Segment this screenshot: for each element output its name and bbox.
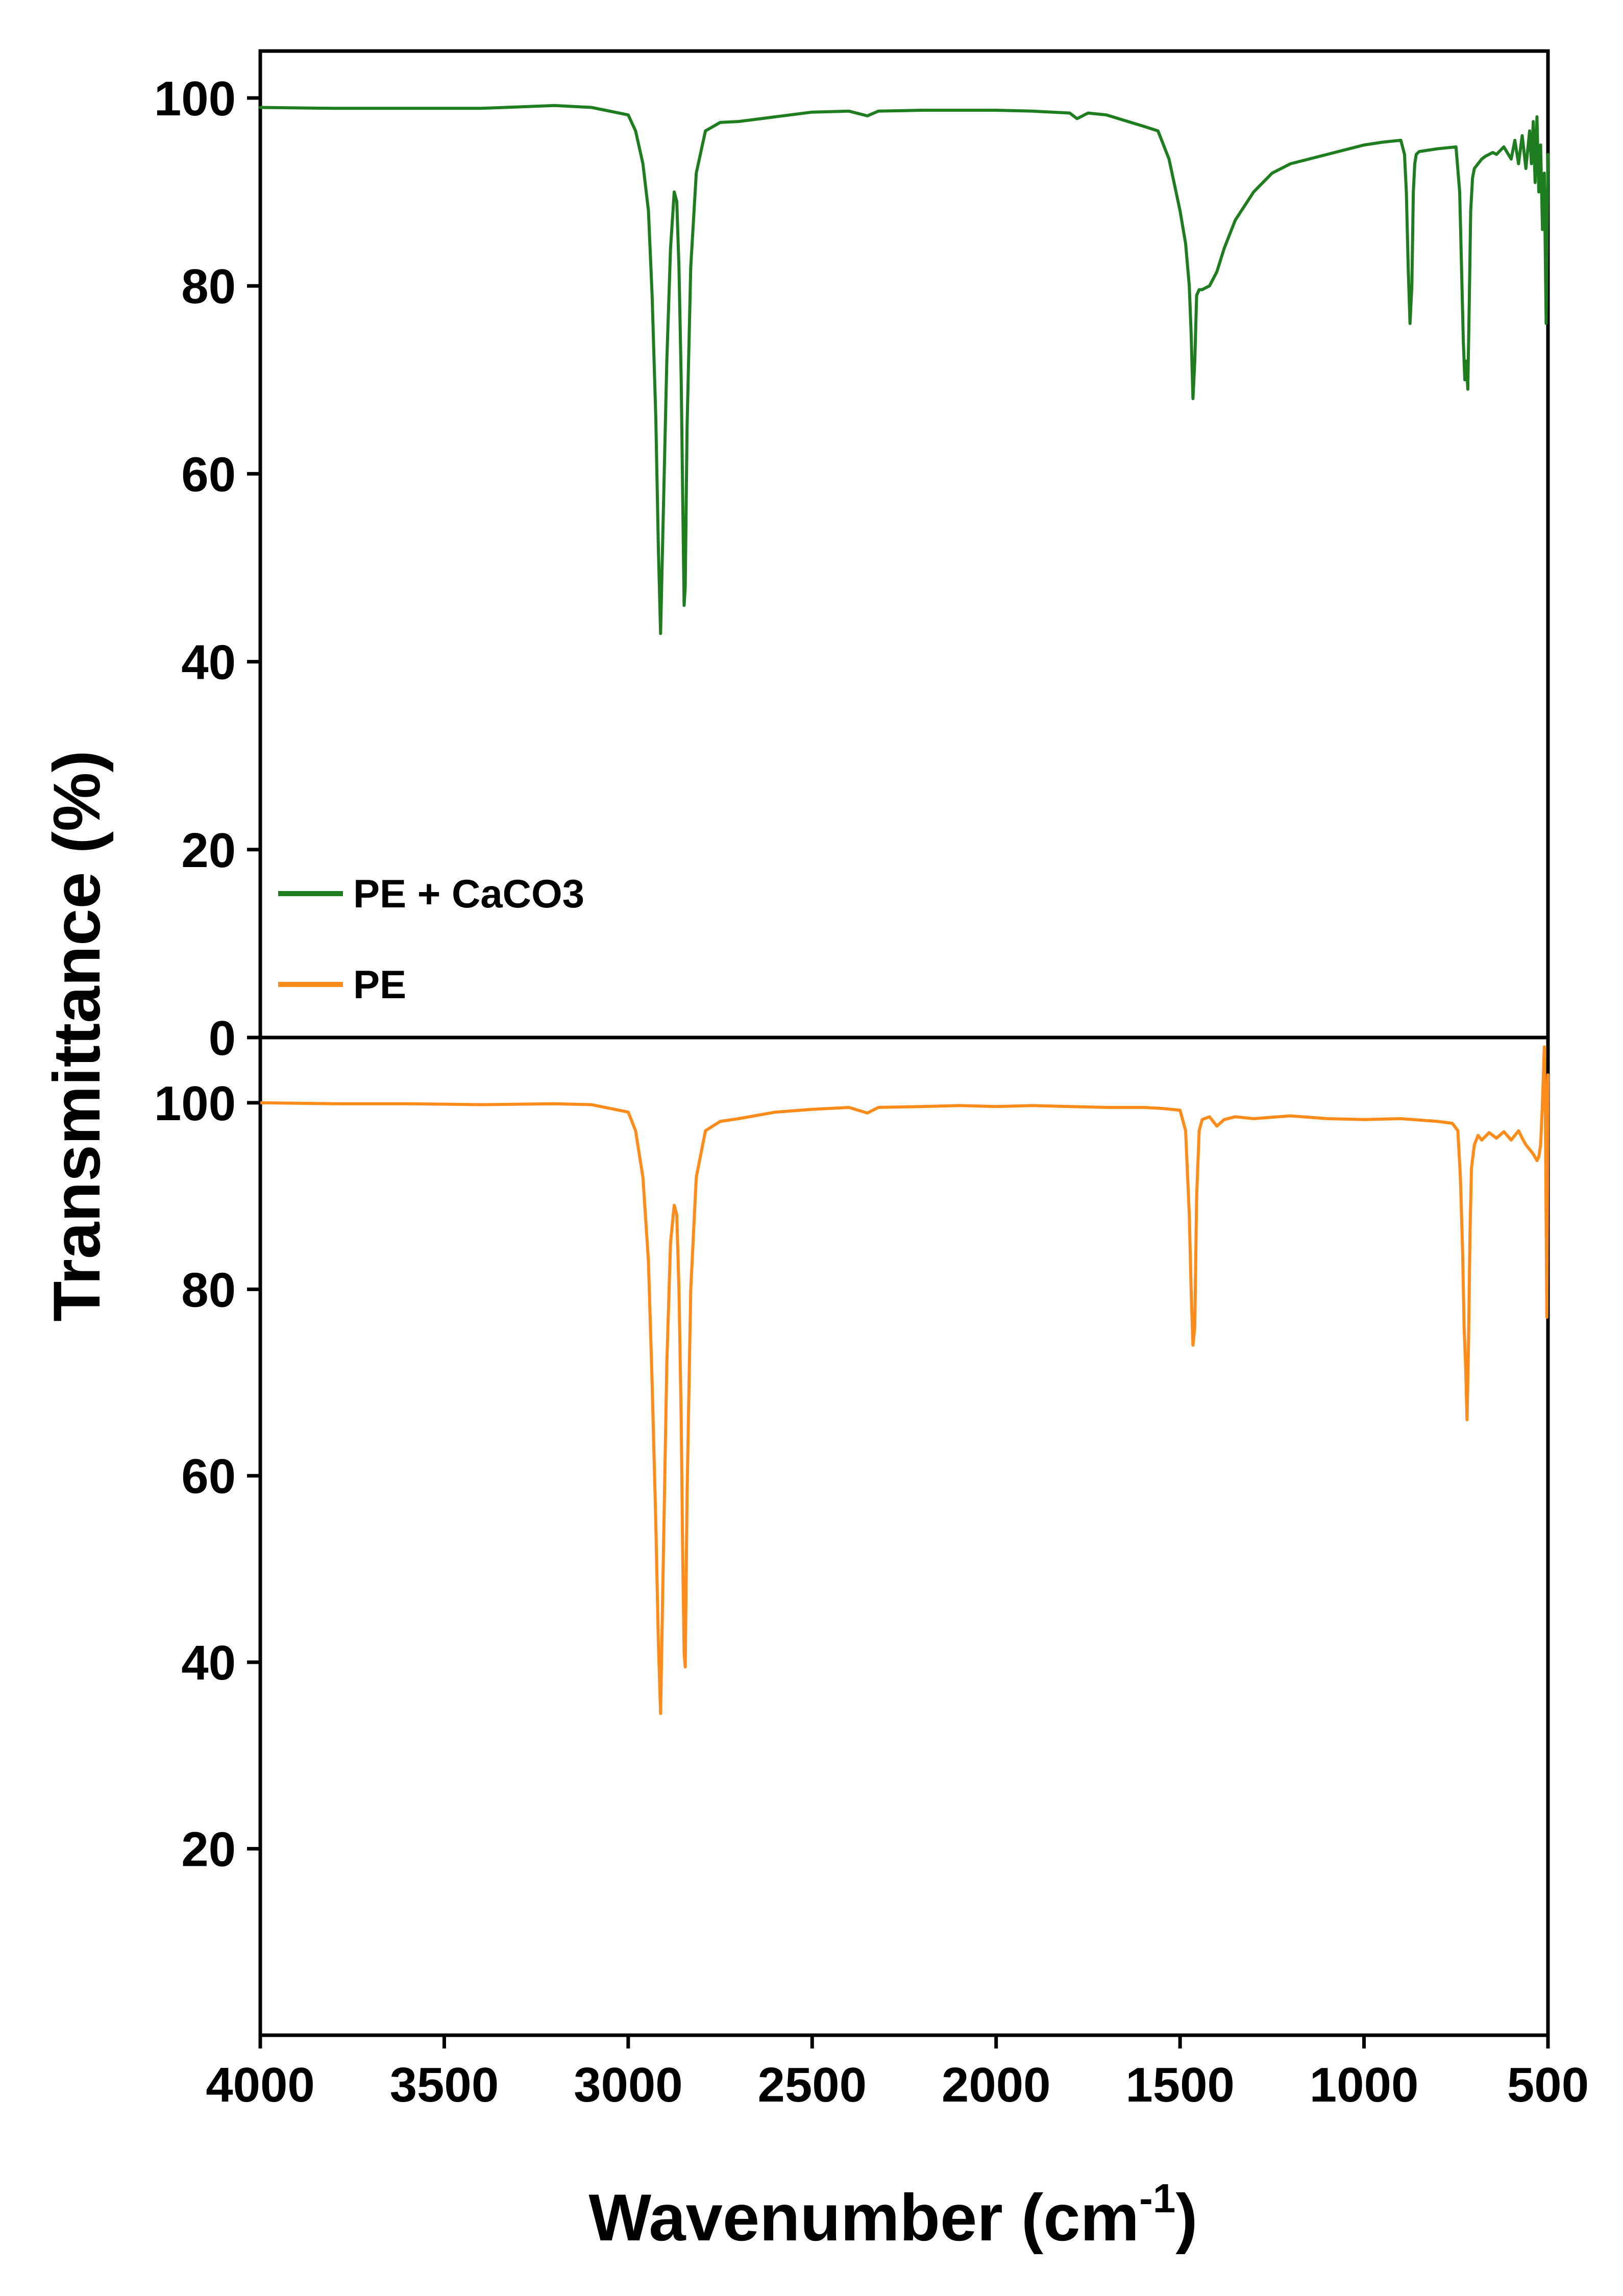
- y-tick-label-bottom: 100: [154, 1076, 236, 1131]
- x-tick-label: 3000: [574, 2058, 683, 2112]
- x-tick-label: 1000: [1310, 2058, 1419, 2112]
- y-axis-title: Transmittance (%): [39, 750, 114, 1322]
- y-tick-label-top: 40: [181, 635, 236, 690]
- x-tick-label: 1500: [1125, 2058, 1235, 2112]
- x-tick-label: 3500: [390, 2058, 499, 2112]
- y-tick-label-top: 80: [181, 259, 236, 314]
- x-tick-label: 2500: [758, 2058, 867, 2112]
- y-tick-label-top: 60: [181, 447, 236, 502]
- x-tick-label: 500: [1507, 2058, 1589, 2112]
- legend: PE + CaCO3 PE: [278, 871, 584, 1007]
- series-line-pe: [259, 1045, 1550, 1715]
- x-axis-title-close: ): [1175, 2180, 1197, 2255]
- y-tick-label-top: 20: [181, 823, 236, 878]
- series-layer: [259, 104, 1550, 1715]
- plot-frames: [258, 49, 1550, 2037]
- y-tick-label-bottom: 60: [181, 1449, 236, 1504]
- x-axis-title: Wavenumber (cm-1): [588, 2176, 1197, 2255]
- y-tick-label-bottom: 20: [181, 1822, 236, 1877]
- x-tick-label: 4000: [206, 2058, 315, 2112]
- y-tick-label-top: 100: [154, 71, 236, 126]
- x-axis-title-main: Wavenumber (cm: [588, 2180, 1139, 2255]
- series-line-pe-caco3: [259, 104, 1550, 635]
- x-tick-label: 2000: [942, 2058, 1051, 2112]
- y-tick-label-top: 0: [209, 1011, 236, 1066]
- tick-layer: 0 20 40 60 80 100 20 40 60 80 100 4000 3500 3000 2500 2…: [154, 71, 1589, 2112]
- legend-label-pe: PE: [353, 962, 406, 1007]
- x-axis-title-superscript: -1: [1139, 2176, 1175, 2221]
- plot-frame-bottom: [258, 1035, 1550, 2037]
- y-tick-label-bottom: 40: [181, 1636, 236, 1690]
- y-tick-label-bottom: 80: [181, 1263, 236, 1317]
- legend-label-pe-caco3: PE + CaCO3: [353, 871, 584, 916]
